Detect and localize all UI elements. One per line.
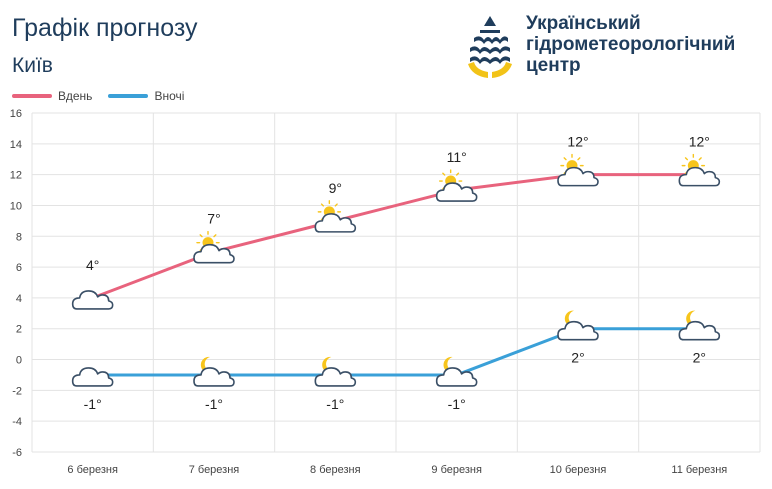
x-tick-label: 8 березня bbox=[310, 464, 361, 476]
data-label-night: -1° bbox=[84, 396, 102, 412]
cloud-icon bbox=[557, 166, 599, 187]
chart-legend: Вдень Вночі bbox=[12, 88, 200, 104]
y-tick-label: 10 bbox=[10, 200, 22, 212]
legend-swatch-night bbox=[108, 94, 149, 98]
data-label-night: -1° bbox=[448, 396, 466, 412]
series-line-night bbox=[92, 327, 700, 377]
x-tick-label: 11 березня bbox=[671, 464, 727, 476]
data-label-day: 12° bbox=[689, 134, 710, 150]
y-tick-label: 6 bbox=[16, 262, 22, 274]
x-tick-label: 10 березня bbox=[550, 464, 607, 476]
y-tick-label: 16 bbox=[10, 108, 22, 120]
cloud-icon bbox=[71, 367, 114, 387]
moon-cloud-icon bbox=[314, 356, 357, 387]
data-label-day: 11° bbox=[447, 149, 467, 165]
y-tick-label: 4 bbox=[16, 293, 22, 305]
y-tick-label: -2 bbox=[12, 385, 22, 397]
cloud-icon bbox=[678, 320, 721, 341]
moon-cloud-icon bbox=[557, 310, 599, 341]
y-tick-label: -6 bbox=[12, 447, 22, 459]
data-label-night: -1° bbox=[326, 396, 344, 412]
hydromet-logo: Український гідрометеорологічний центр bbox=[462, 12, 762, 82]
legend-label-day: Вдень bbox=[58, 89, 93, 103]
data-label-night: 2° bbox=[693, 350, 706, 366]
city-name: Київ bbox=[12, 54, 53, 77]
x-tick-label: 6 березня bbox=[67, 464, 118, 476]
cloud-icon bbox=[557, 320, 599, 341]
cloud-icon bbox=[435, 182, 478, 202]
drop-wave-icon bbox=[468, 14, 512, 78]
data-label-day: 7° bbox=[207, 211, 220, 227]
cloud-icon bbox=[71, 367, 114, 387]
data-label-day: 9° bbox=[329, 180, 342, 196]
moon-cloud-icon bbox=[678, 310, 721, 341]
cloud-icon bbox=[678, 166, 721, 187]
data-label-night: 2° bbox=[571, 350, 584, 366]
legend-label-night: Вночі bbox=[154, 89, 185, 103]
legend-item-night[interactable]: Вночі bbox=[108, 89, 184, 103]
cloud-icon bbox=[193, 367, 235, 387]
y-tick-label: -4 bbox=[12, 416, 22, 428]
logo-text: Український гідрометеорологічний центр bbox=[526, 13, 735, 76]
x-tick-label: 9 березня bbox=[431, 464, 482, 476]
logo-line-1: Український bbox=[526, 13, 641, 34]
logo-line-3: центр bbox=[526, 55, 581, 76]
moon-cloud-icon bbox=[193, 356, 235, 387]
page-title: Графік прогнозу bbox=[12, 14, 198, 42]
y-tick-label: 0 bbox=[16, 355, 22, 367]
data-label-night: -1° bbox=[205, 396, 223, 412]
data-label-day: 12° bbox=[567, 134, 588, 150]
x-tick-label: 7 березня bbox=[189, 464, 240, 476]
legend-swatch-day bbox=[12, 94, 52, 98]
logo-line-2: гідрометеорологічний bbox=[526, 34, 736, 55]
y-tick-label: 2 bbox=[16, 324, 22, 336]
sun-cloud-icon bbox=[678, 153, 721, 187]
y-tick-label: 12 bbox=[10, 170, 22, 182]
cloud-icon bbox=[314, 367, 357, 387]
y-tick-label: 8 bbox=[16, 231, 22, 243]
legend-item-day[interactable]: Вдень bbox=[12, 89, 92, 103]
moon-cloud-icon bbox=[435, 356, 478, 387]
y-tick-label: 14 bbox=[10, 139, 22, 151]
data-label-day: 4° bbox=[86, 257, 99, 273]
sun-cloud-icon bbox=[557, 153, 599, 187]
